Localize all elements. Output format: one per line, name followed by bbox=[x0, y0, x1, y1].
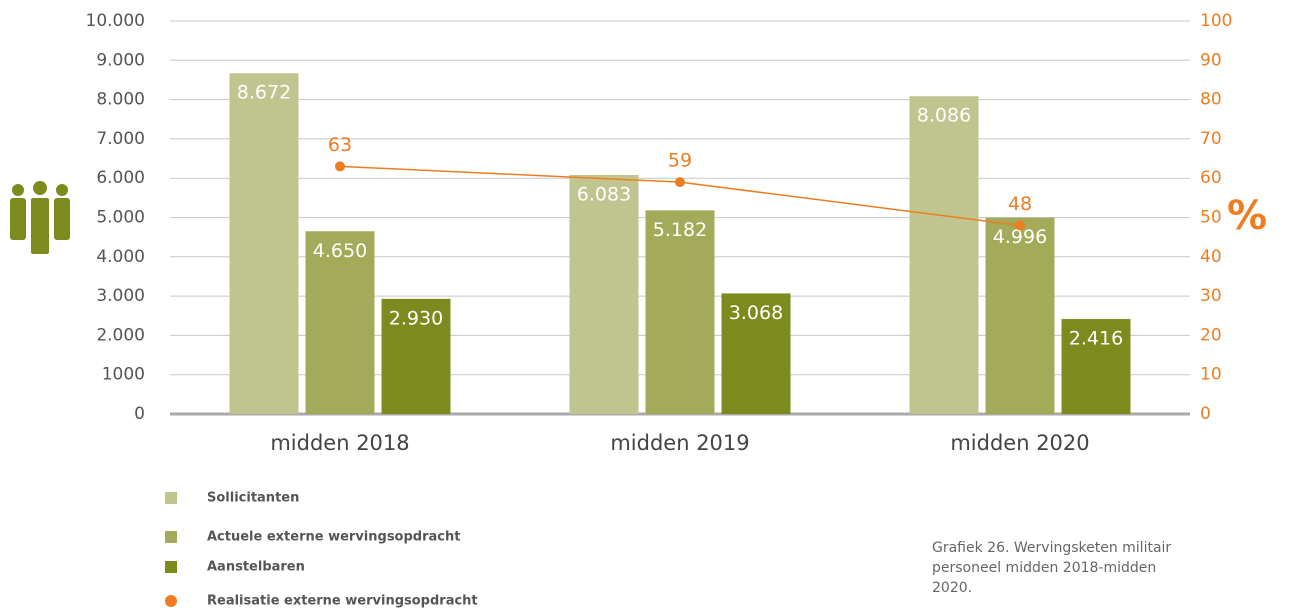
bar-value-label: 2.930 bbox=[389, 307, 443, 329]
bar bbox=[305, 231, 375, 414]
line-point bbox=[335, 161, 345, 172]
y-tick-label: 8.000 bbox=[96, 90, 145, 110]
y-tick-label: 3.000 bbox=[96, 286, 145, 306]
y-tick-label: 5.000 bbox=[96, 208, 145, 228]
caption: Grafiek 26. Wervingsketen militair perso… bbox=[932, 540, 1172, 596]
bar bbox=[229, 73, 299, 414]
legend-label: Sollicitanten bbox=[207, 491, 299, 506]
bar-value-label: 5.182 bbox=[653, 219, 707, 241]
y-tick-label: 4.000 bbox=[96, 247, 145, 267]
line-point bbox=[675, 177, 685, 188]
y2-tick-label: 70 bbox=[1200, 129, 1222, 149]
bar-value-label: 4.996 bbox=[993, 226, 1047, 248]
legend-marker bbox=[165, 595, 177, 607]
y2-tick-label: 50 bbox=[1200, 208, 1222, 228]
line-value-label: 59 bbox=[668, 150, 692, 172]
legend-label: Actuele externe wervingsopdracht bbox=[207, 530, 460, 545]
x-tick-label: midden 2020 bbox=[950, 431, 1089, 455]
y-tick-label: 1000 bbox=[102, 365, 145, 385]
people-icon bbox=[10, 181, 70, 256]
bar bbox=[909, 96, 979, 414]
y2-tick-label: 90 bbox=[1200, 50, 1222, 70]
y2-tick-label: 40 bbox=[1200, 247, 1222, 267]
bar-value-label: 4.650 bbox=[313, 240, 367, 262]
y-tick-label: 9.000 bbox=[96, 50, 145, 70]
legend-label: Aanstelbaren bbox=[207, 560, 305, 575]
bar bbox=[985, 217, 1055, 414]
bar-value-label: 6.083 bbox=[577, 183, 631, 205]
legend-marker bbox=[165, 561, 177, 573]
y-tick-label: 10.000 bbox=[86, 11, 145, 31]
y2-tick-label: 0 bbox=[1200, 404, 1211, 424]
bar bbox=[1061, 319, 1131, 414]
y2-tick-label: 80 bbox=[1200, 90, 1222, 110]
legend-marker bbox=[165, 531, 177, 543]
bar bbox=[569, 174, 639, 414]
bar bbox=[721, 293, 791, 414]
y-tick-label: 0 bbox=[134, 404, 145, 424]
line-value-label: 63 bbox=[328, 134, 352, 156]
y-tick-label: 2.000 bbox=[96, 325, 145, 345]
x-tick-label: midden 2018 bbox=[270, 431, 409, 455]
bar-value-label: 2.416 bbox=[1069, 328, 1123, 350]
y2-tick-label: 100 bbox=[1200, 11, 1232, 31]
bar-value-label: 3.068 bbox=[729, 302, 783, 324]
y2-tick-label: 10 bbox=[1200, 365, 1222, 385]
bar-value-label: 8.086 bbox=[917, 105, 971, 127]
bar bbox=[381, 298, 451, 414]
y-tick-label: 7.000 bbox=[96, 129, 145, 149]
bar-value-label: 8.672 bbox=[237, 82, 291, 104]
y2-axis-label: % bbox=[1227, 193, 1267, 239]
legend-marker bbox=[165, 492, 177, 504]
x-tick-label: midden 2019 bbox=[610, 431, 749, 455]
y2-tick-label: 60 bbox=[1200, 168, 1222, 188]
legend-label: Realisatie externe wervingsopdracht bbox=[207, 594, 478, 609]
line-point bbox=[1015, 220, 1025, 231]
bar bbox=[645, 210, 715, 414]
y2-tick-label: 20 bbox=[1200, 325, 1222, 345]
line-value-label: 48 bbox=[1008, 193, 1032, 215]
y-tick-label: 6.000 bbox=[96, 168, 145, 188]
y2-tick-label: 30 bbox=[1200, 286, 1222, 306]
